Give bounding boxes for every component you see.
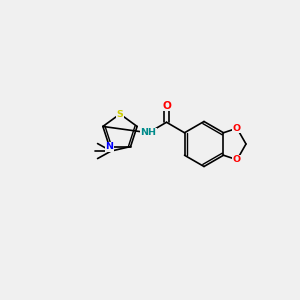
Text: NH: NH <box>140 128 157 137</box>
Text: O: O <box>162 101 171 111</box>
Text: O: O <box>233 124 241 133</box>
Text: N: N <box>105 142 113 151</box>
Text: S: S <box>117 110 123 118</box>
Text: O: O <box>233 155 241 164</box>
